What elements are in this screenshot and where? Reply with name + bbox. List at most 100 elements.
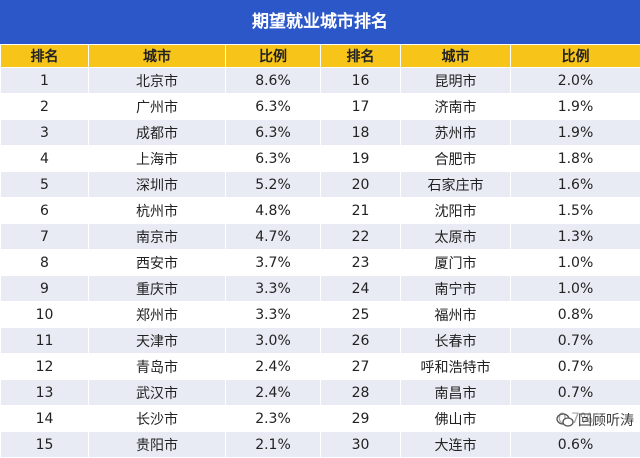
table-cell: 7 <box>1 224 89 250</box>
table-cell: 苏州市 <box>401 120 511 146</box>
table-cell: 0.7% <box>511 328 640 354</box>
table-cell: 南昌市 <box>401 380 511 406</box>
table-cell: 4.8% <box>226 198 321 224</box>
table-cell: 12 <box>1 354 89 380</box>
table-cell: 8.6% <box>226 68 321 94</box>
table-cell: 1.9% <box>511 94 640 120</box>
table-cell: 2 <box>1 94 89 120</box>
table-cell: 1.3% <box>511 224 640 250</box>
table-cell: 青岛市 <box>89 354 226 380</box>
table-cell: 16 <box>321 68 401 94</box>
table-cell: 昆明市 <box>401 68 511 94</box>
table-cell: 18 <box>321 120 401 146</box>
table-cell: 5 <box>1 172 89 198</box>
table-cell: 1 <box>1 68 89 94</box>
table-cell: 1.8% <box>511 146 640 172</box>
table-cell: 贵阳市 <box>89 432 226 458</box>
table-cell: 0.7% <box>511 354 640 380</box>
table-cell: 武汉市 <box>89 380 226 406</box>
table-cell: 11 <box>1 328 89 354</box>
table-cell: 呼和浩特市 <box>401 354 511 380</box>
table-cell: 20 <box>321 172 401 198</box>
watermark-icon <box>556 412 574 428</box>
table-cell: 6 <box>1 198 89 224</box>
table-cell: 10 <box>1 302 89 328</box>
table-cell: 15 <box>1 432 89 458</box>
table-cell: 3.7% <box>226 250 321 276</box>
table-cell: 1.0% <box>511 276 640 302</box>
table-cell: 17 <box>321 94 401 120</box>
table-cell: 4.7% <box>226 224 321 250</box>
header-cell: 排名 <box>1 45 89 68</box>
header-cell: 比例 <box>511 45 640 68</box>
table-cell: 1.6% <box>511 172 640 198</box>
table-cell: 22 <box>321 224 401 250</box>
watermark-text: 回顾听涛 <box>578 410 634 430</box>
table-cell: 1.9% <box>511 120 640 146</box>
table-cell: 沈阳市 <box>401 198 511 224</box>
table-cell: 大连市 <box>401 432 511 458</box>
table-cell: 太原市 <box>401 224 511 250</box>
table-cell: 6.3% <box>226 120 321 146</box>
table-cell: 福州市 <box>401 302 511 328</box>
table-cell: 重庆市 <box>89 276 226 302</box>
table-cell: 天津市 <box>89 328 226 354</box>
table-cell: 0.8% <box>511 302 640 328</box>
table-cell: 西安市 <box>89 250 226 276</box>
table-cell: 21 <box>321 198 401 224</box>
table-cell: 27 <box>321 354 401 380</box>
table-cell: 30 <box>321 432 401 458</box>
header-cell: 排名 <box>321 45 401 68</box>
table-cell: 济南市 <box>401 94 511 120</box>
table-cell: 14 <box>1 406 89 432</box>
table-cell: 23 <box>321 250 401 276</box>
table-cell: 长沙市 <box>89 406 226 432</box>
table-cell: 19 <box>321 146 401 172</box>
table-cell: 9 <box>1 276 89 302</box>
table-cell: 南宁市 <box>401 276 511 302</box>
table-cell: 0.7% <box>511 380 640 406</box>
table-cell: 24 <box>321 276 401 302</box>
table-cell: 26 <box>321 328 401 354</box>
table-cell: 2.0% <box>511 68 640 94</box>
table-cell: 6.3% <box>226 146 321 172</box>
header-cell: 城市 <box>89 45 226 68</box>
table-cell: 广州市 <box>89 94 226 120</box>
table-cell: 29 <box>321 406 401 432</box>
table-cell: 5.2% <box>226 172 321 198</box>
table-cell: 3 <box>1 120 89 146</box>
table-cell: 6.3% <box>226 94 321 120</box>
header-cell: 城市 <box>401 45 511 68</box>
table-cell: 上海市 <box>89 146 226 172</box>
table-cell: 杭州市 <box>89 198 226 224</box>
table-cell: 合肥市 <box>401 146 511 172</box>
header-row: 排名城市比例排名城市比例 <box>1 45 640 68</box>
table-head: 排名城市比例排名城市比例 <box>1 45 640 68</box>
table-cell: 0.6% <box>511 432 640 458</box>
table-cell: 2.4% <box>226 354 321 380</box>
table-cell: 3.3% <box>226 302 321 328</box>
table-cell: 2.4% <box>226 380 321 406</box>
table-cell: 深圳市 <box>89 172 226 198</box>
table-cell: 2.3% <box>226 406 321 432</box>
table-cell: 28 <box>321 380 401 406</box>
table-cell: 3.0% <box>226 328 321 354</box>
watermark: 回顾听涛 <box>556 410 634 430</box>
table-cell: 石家庄市 <box>401 172 511 198</box>
table-cell: 13 <box>1 380 89 406</box>
table-cell: 4 <box>1 146 89 172</box>
table-cell: 成都市 <box>89 120 226 146</box>
